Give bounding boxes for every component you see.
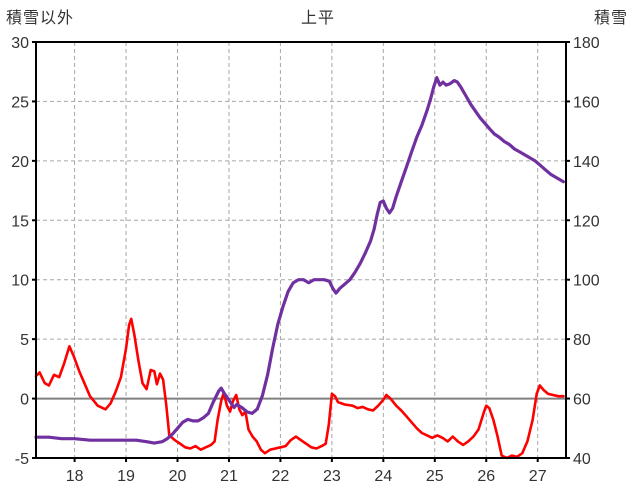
series-line-right	[34, 76, 566, 445]
tick-label-x: 26	[477, 468, 495, 485]
tick-label-left: 20	[11, 154, 29, 171]
tick-label-right: 60	[573, 392, 591, 409]
tick-label-left: 15	[11, 213, 29, 230]
tick-label-right: 180	[573, 35, 600, 52]
series-line-left	[34, 317, 565, 460]
tick-label-x: 23	[323, 468, 341, 485]
tick-label-right: 100	[573, 273, 600, 290]
tick-label-right: 140	[573, 154, 600, 171]
tick-label-right: 80	[573, 332, 591, 349]
tick-label-left: 0	[20, 392, 29, 409]
tick-label-left: 30	[11, 35, 29, 52]
chart-title: 上平	[300, 10, 335, 27]
tick-label-x: 25	[426, 468, 444, 485]
plot-border	[35, 41, 567, 459]
tick-label-x: 22	[272, 468, 290, 485]
tick-label-x: 18	[66, 468, 84, 485]
tick-label-x: 19	[117, 468, 135, 485]
tick-label-x: 24	[374, 468, 392, 485]
tick-label-right: 160	[573, 94, 600, 111]
tick-label-x: 20	[169, 468, 187, 485]
tick-label-left: -5	[15, 451, 29, 468]
tick-label-left: 10	[11, 273, 29, 290]
tick-label-x: 27	[529, 468, 547, 485]
tick-label-left: 25	[11, 94, 29, 111]
tick-label-x: 21	[220, 468, 238, 485]
right-axis-title: 積雪	[593, 10, 628, 27]
tick-label-left: 5	[20, 332, 29, 349]
left-axis-title: 積雪以外	[6, 10, 75, 27]
tick-label-right: 120	[573, 213, 600, 230]
tick-label-right: 40	[573, 451, 591, 468]
